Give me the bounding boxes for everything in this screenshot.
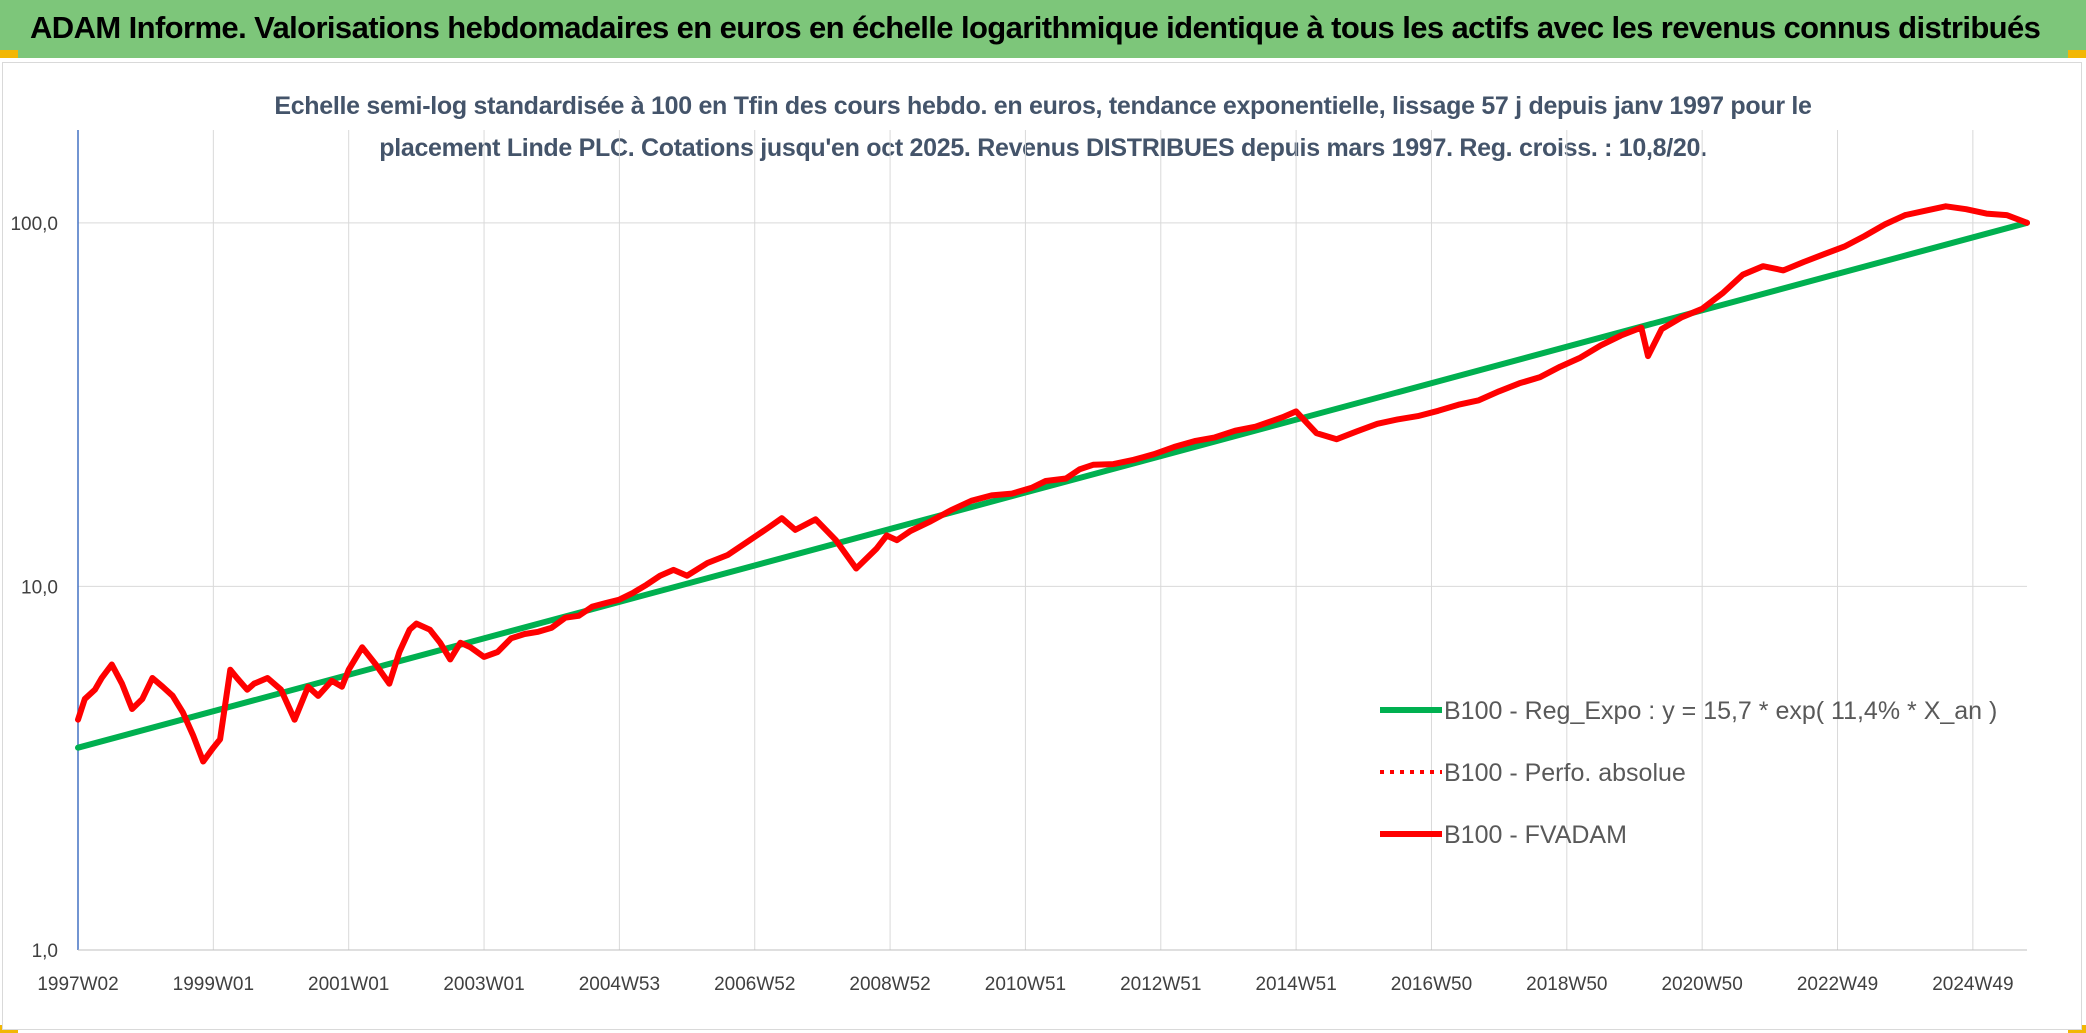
x-tick-label: 2018W50 xyxy=(1526,974,1607,995)
legend-label-0: B100 - Reg_Expo : y = 15,7 * exp( 11,4% … xyxy=(1444,697,1997,725)
corner-accent-top-left xyxy=(0,50,18,58)
x-tick-label: 2024W49 xyxy=(1932,974,2013,995)
x-tick-label: 2004W53 xyxy=(579,974,660,995)
x-tick-label: 1997W02 xyxy=(37,974,118,995)
x-tick-label: 2006W52 xyxy=(714,974,795,995)
x-tick-label: 2022W49 xyxy=(1797,974,1878,995)
x-tick-label: 2014W51 xyxy=(1255,974,1336,995)
x-tick-label: 1999W01 xyxy=(173,974,254,995)
x-tick-label: 2001W01 xyxy=(308,974,389,995)
series-line-0 xyxy=(75,219,2030,751)
chart-subtitle-line-1: Echelle semi-log standardisée à 100 en T… xyxy=(274,92,1812,120)
legend-label-1: B100 - Perfo. absolue xyxy=(1444,759,1686,787)
x-tick-label: 2016W50 xyxy=(1391,974,1472,995)
x-tick-label: 2008W52 xyxy=(849,974,930,995)
x-tick-label: 2003W01 xyxy=(443,974,524,995)
page-title: ADAM Informe. Valorisations hebdomadaire… xyxy=(30,10,2041,45)
y-tick-label: 1,0 xyxy=(32,941,58,962)
legend-label-2: B100 - FVADAM xyxy=(1444,821,1627,849)
corner-accent-top-right xyxy=(2068,50,2086,58)
y-tick-label: 100,0 xyxy=(10,214,58,235)
series-line-2 xyxy=(75,203,2030,765)
y-tick-label: 10,0 xyxy=(21,577,58,598)
x-tick-label: 2010W51 xyxy=(985,974,1066,995)
header-bar: ADAM Informe. Valorisations hebdomadaire… xyxy=(0,0,2086,58)
x-tick-label: 2012W51 xyxy=(1120,974,1201,995)
chart-subtitle-line-2: placement Linde PLC. Cotations jusqu'en … xyxy=(379,134,1707,162)
x-tick-label: 2020W50 xyxy=(1661,974,1742,995)
